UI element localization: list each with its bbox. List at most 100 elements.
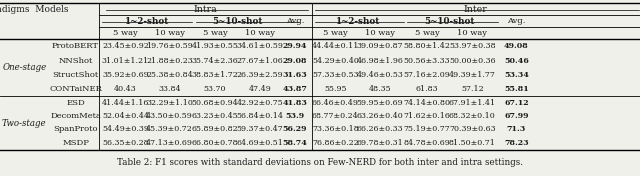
Text: StructShot: StructShot (52, 71, 99, 79)
Text: 49.39±1.77: 49.39±1.77 (449, 71, 496, 79)
Text: Inter: Inter (464, 5, 488, 14)
Text: 57.16±2.09: 57.16±2.09 (403, 71, 451, 79)
Text: 40.43: 40.43 (114, 85, 137, 93)
Text: Paradigms  Models: Paradigms Models (0, 5, 68, 14)
Text: 10 way: 10 way (365, 29, 395, 37)
Text: 57.12: 57.12 (461, 85, 484, 93)
Text: 46.98±1.96: 46.98±1.96 (356, 57, 404, 65)
Text: 29.08: 29.08 (283, 57, 307, 65)
Text: 25.38±0.84: 25.38±0.84 (146, 71, 193, 79)
Text: 67.12: 67.12 (504, 99, 529, 107)
Text: 55.95: 55.95 (324, 85, 347, 93)
Text: 63.23±0.45: 63.23±0.45 (191, 112, 239, 120)
Text: 31.01±1.21: 31.01±1.21 (102, 57, 149, 65)
Text: 10 way: 10 way (155, 29, 184, 37)
Text: 43.87: 43.87 (283, 85, 307, 93)
Text: 49.08: 49.08 (504, 42, 529, 51)
Text: 33.84: 33.84 (158, 85, 181, 93)
Text: 84.78±0.69: 84.78±0.69 (403, 139, 451, 147)
Text: 55.81: 55.81 (504, 85, 529, 93)
Text: 45.39±0.72: 45.39±0.72 (146, 125, 193, 133)
Text: 67.99: 67.99 (504, 112, 529, 120)
Text: 66.80±0.78: 66.80±0.78 (192, 139, 238, 147)
Text: 53.9: 53.9 (285, 112, 305, 120)
Text: 5 way: 5 way (113, 29, 138, 37)
Text: 1~2-shot: 1~2-shot (125, 17, 170, 26)
Text: NNShot: NNShot (58, 57, 93, 65)
Text: 43.50±0.59: 43.50±0.59 (146, 112, 193, 120)
Text: 78.23: 78.23 (504, 139, 529, 147)
Text: 65.89±0.82: 65.89±0.82 (192, 125, 238, 133)
Text: 34.61±0.59: 34.61±0.59 (236, 42, 284, 51)
Text: 29.94: 29.94 (283, 42, 307, 51)
Text: 31.63: 31.63 (283, 71, 307, 79)
Text: 53.34: 53.34 (504, 71, 529, 79)
Text: 54.29±0.40: 54.29±0.40 (312, 57, 359, 65)
Text: 27.67±1.06: 27.67±1.06 (236, 57, 284, 65)
Text: 59.95±0.69: 59.95±0.69 (357, 99, 403, 107)
Text: 63.26±0.40: 63.26±0.40 (356, 112, 404, 120)
Text: 21.88±0.23: 21.88±0.23 (146, 57, 193, 65)
Text: One-stage: One-stage (2, 63, 47, 72)
Text: 66.26±0.33: 66.26±0.33 (357, 125, 403, 133)
Text: ProtoBERT: ProtoBERT (52, 42, 99, 51)
Text: 5~10-shot: 5~10-shot (212, 17, 262, 26)
Text: 10 way: 10 way (245, 29, 275, 37)
Text: 41.83: 41.83 (283, 99, 307, 107)
Text: 1~2-shot: 1~2-shot (335, 17, 380, 26)
Text: 50.68±0.94: 50.68±0.94 (191, 99, 239, 107)
Text: 69.78±0.31: 69.78±0.31 (356, 139, 404, 147)
Text: 59.37±0.47: 59.37±0.47 (236, 125, 284, 133)
Text: Two-stage: Two-stage (2, 118, 47, 127)
Text: Table 2: F1 scores with standard deviations on Few-NERD for both inter and intra: Table 2: F1 scores with standard deviati… (117, 158, 523, 167)
Text: 47.13±0.69: 47.13±0.69 (146, 139, 193, 147)
Text: 50.56±3.33: 50.56±3.33 (404, 57, 450, 65)
Text: 56.35±0.28: 56.35±0.28 (102, 139, 148, 147)
Text: 38.83±1.72: 38.83±1.72 (191, 71, 239, 79)
Text: 64.69±0.51: 64.69±0.51 (236, 139, 284, 147)
Text: 53.70: 53.70 (204, 85, 227, 93)
Text: 58.80±1.42: 58.80±1.42 (403, 42, 451, 51)
Text: 81.50±0.71: 81.50±0.71 (449, 139, 496, 147)
Text: 35.74±2.36: 35.74±2.36 (191, 57, 239, 65)
Text: 68.77±0.24: 68.77±0.24 (312, 112, 359, 120)
Text: 75.19±0.77: 75.19±0.77 (403, 125, 451, 133)
Text: 23.45±0.92: 23.45±0.92 (102, 42, 149, 51)
Text: 42.92±0.75: 42.92±0.75 (236, 99, 284, 107)
Text: 74.14±0.80: 74.14±0.80 (403, 99, 451, 107)
Text: 5 way: 5 way (415, 29, 439, 37)
Text: 32.29±1.10: 32.29±1.10 (146, 99, 193, 107)
Text: CONTaiNER: CONTaiNER (49, 85, 102, 93)
Text: 44.44±0.11: 44.44±0.11 (312, 42, 359, 51)
Text: 76.86±0.22: 76.86±0.22 (312, 139, 358, 147)
Text: 53.97±0.38: 53.97±0.38 (449, 42, 495, 51)
Text: 5 way: 5 way (323, 29, 348, 37)
Text: 41.93±0.55: 41.93±0.55 (191, 42, 239, 51)
Text: MSDP: MSDP (62, 139, 89, 147)
Text: 47.49: 47.49 (248, 85, 271, 93)
Text: 56.84±0.14: 56.84±0.14 (236, 112, 284, 120)
Text: 71.62±0.16: 71.62±0.16 (403, 112, 451, 120)
Text: 61.83: 61.83 (415, 85, 438, 93)
Text: 49.46±0.53: 49.46±0.53 (356, 71, 404, 79)
Text: 50.46: 50.46 (504, 57, 529, 65)
Text: ESD: ESD (66, 99, 85, 107)
Text: 48.35: 48.35 (369, 85, 392, 93)
Text: 67.91±1.41: 67.91±1.41 (449, 99, 496, 107)
Text: 5 way: 5 way (203, 29, 227, 37)
Text: 41.44±1.16: 41.44±1.16 (102, 99, 149, 107)
Text: SpanProto: SpanProto (53, 125, 98, 133)
Text: 68.32±0.10: 68.32±0.10 (449, 112, 496, 120)
Text: 39.09±0.87: 39.09±0.87 (357, 42, 403, 51)
Text: 57.33±0.53: 57.33±0.53 (312, 71, 358, 79)
Text: 52.04±0.44: 52.04±0.44 (102, 112, 149, 120)
Text: 50.00±0.36: 50.00±0.36 (449, 57, 495, 65)
Text: 66.46±0.49: 66.46±0.49 (312, 99, 359, 107)
Text: 70.39±0.63: 70.39±0.63 (449, 125, 495, 133)
Text: Avg.: Avg. (286, 17, 304, 25)
Text: Intra: Intra (193, 5, 218, 14)
Text: 71.3: 71.3 (507, 125, 526, 133)
Text: 73.36±0.18: 73.36±0.18 (312, 125, 359, 133)
Text: DecomMeta: DecomMeta (50, 112, 101, 120)
Text: 54.49±0.39: 54.49±0.39 (102, 125, 149, 133)
